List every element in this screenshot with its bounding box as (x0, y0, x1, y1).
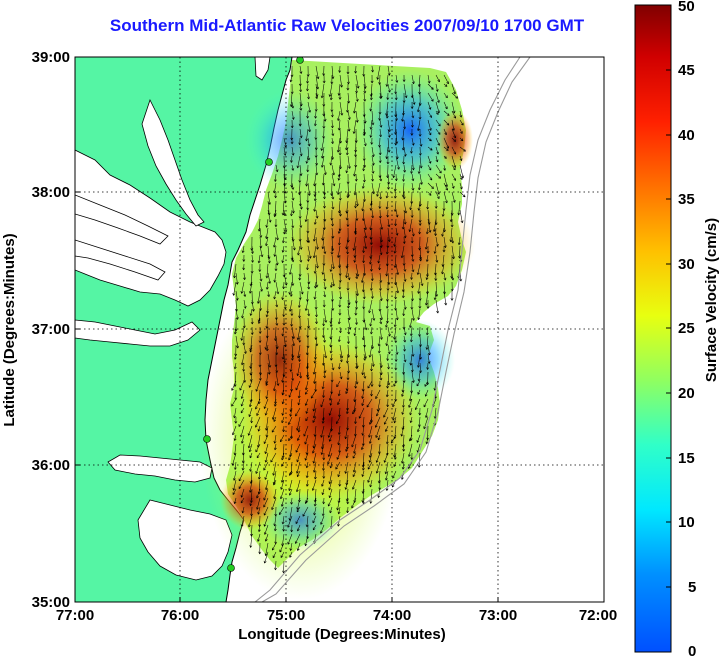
colorbar-tick-label: 45 (678, 62, 695, 79)
colorbar-tick-label: 50 (678, 0, 695, 15)
y-tick-label: 38:00 (32, 184, 70, 201)
colorbar-tick-label: 0 (688, 643, 696, 659)
colorbar-tick-label: 40 (678, 127, 695, 144)
y-axis-label: Latitude (Degrees:Minutes) (1, 233, 18, 426)
bathymetry-contour (254, 57, 521, 602)
y-tick-label: 37:00 (32, 321, 70, 338)
rappahannock-river (75, 239, 166, 281)
x-tick-label: 74:00 (373, 607, 411, 624)
grid-lines (75, 57, 604, 602)
axis-ticks (74, 56, 605, 603)
y-tick-label: 36:00 (32, 457, 70, 474)
radar-station-marker (296, 57, 304, 64)
x-axis-label: Longitude (Degrees:Minutes) (238, 626, 446, 643)
colorbar-bar (634, 4, 672, 653)
velocity-arrow-set (231, 65, 466, 574)
potomac-river (75, 194, 169, 245)
x-tick-label: 75:00 (267, 607, 305, 624)
figure-title: Southern Mid-Atlantic Raw Velocities 200… (109, 16, 585, 35)
colorbar-tick-label: 15 (678, 450, 695, 467)
colorbar-tick-label: 25 (678, 320, 695, 337)
colorbar-tick-label: 35 (678, 191, 695, 208)
radar-station-marker (265, 158, 273, 166)
colorbar: 50 45 40 35 30 25 20 15 10 5 0 Surface V… (634, 0, 720, 660)
radar-stations (203, 57, 304, 572)
y-tick-label: 35:00 (32, 594, 70, 611)
james-river (75, 319, 201, 347)
colorbar-tick-label: 10 (678, 514, 695, 531)
colorbar-tick-label: 5 (688, 579, 696, 596)
y-tick-label: 39:00 (32, 49, 70, 66)
x-tick-label: 77:00 (56, 607, 94, 624)
radar-station-marker (227, 564, 235, 572)
x-tick-label: 76:00 (161, 607, 199, 624)
velocity-vectors (231, 65, 466, 574)
pamlico-sound (137, 499, 233, 581)
x-tick-label: 72:00 (579, 607, 617, 624)
colorbar-tick-label: 20 (678, 385, 695, 402)
x-tick-label: 73:00 (479, 607, 517, 624)
radar-station-marker (203, 435, 211, 443)
delaware-bay (254, 57, 271, 81)
colorbar-tick-label: 30 (678, 256, 695, 273)
colorbar-label: Surface Velocity (cm/s) (703, 218, 720, 382)
albemarle-sound (107, 454, 213, 483)
bathymetry-contour-2 (261, 57, 531, 602)
bay-upper (141, 98, 205, 227)
